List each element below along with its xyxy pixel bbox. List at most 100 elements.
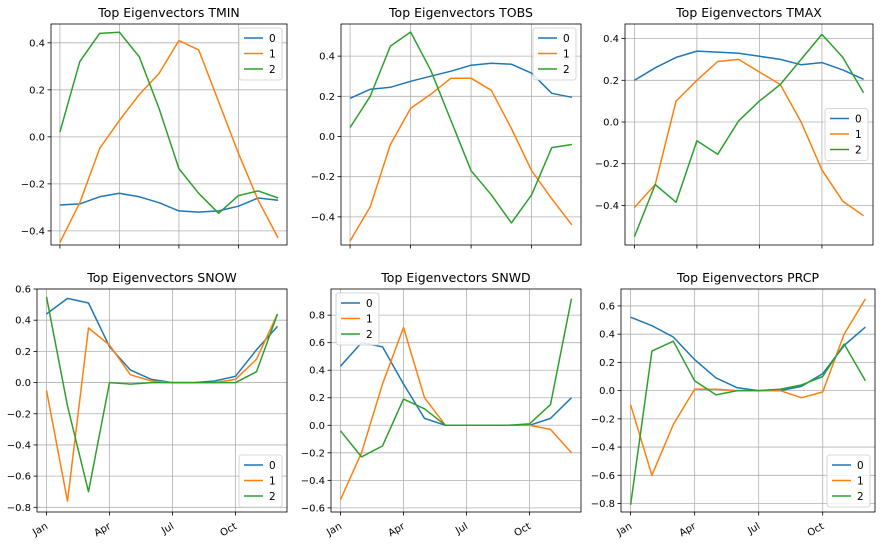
- x-tick-label: Oct: [806, 521, 827, 539]
- y-tick-label: −0.4: [595, 201, 619, 212]
- series-line-2: [339, 298, 573, 458]
- y-tick-label: 0.0: [309, 421, 325, 432]
- series-line-1: [349, 77, 573, 242]
- chart-title: Top Eigenvectors SNWD: [380, 270, 530, 285]
- y-tick-label: 0.4: [29, 38, 45, 49]
- y-tick-label: 0.4: [309, 366, 325, 377]
- x-tick-label: Apr: [92, 521, 113, 540]
- x-tick-label: Jul: [159, 521, 176, 537]
- y-tick-label: 0.0: [599, 386, 615, 397]
- y-tick-label: −0.2: [21, 179, 45, 190]
- y-tick-label: 0.4: [603, 34, 619, 45]
- y-tick-label: 0.2: [603, 76, 619, 87]
- subplot-1: −0.4 −0.2 0.0 0.2 0.4 Top Eigenvectors TMIN 0 1…: [21, 5, 288, 249]
- y-tick-label: −0.8: [591, 499, 615, 510]
- legend-label-0: 0: [366, 298, 373, 310]
- series-line-1: [45, 313, 279, 502]
- subplot-4: −0.8 −0.6 −0.4 −0.2 0.0 0.2 0.4 0.6 Jan Apr Jul Oct…: [7, 270, 288, 540]
- series-line-0: [634, 50, 864, 81]
- x-tick-label: Jan: [614, 521, 634, 539]
- series-line-2: [45, 296, 279, 493]
- y-tick-label: −0.2: [301, 448, 325, 459]
- x-tick-label: Jan: [324, 521, 344, 539]
- y-tick-label: 0.0: [29, 132, 45, 143]
- legend-label-0: 0: [563, 33, 570, 45]
- legend-label-1: 1: [269, 476, 276, 488]
- y-tick-label: 0.4: [319, 52, 335, 63]
- y-tick-label: 0.2: [29, 85, 45, 96]
- y-tick-label: −0.4: [591, 443, 615, 454]
- legend-label-2: 2: [857, 491, 864, 503]
- chart-title: Top Eigenvectors TMIN: [97, 5, 240, 20]
- legend-label-1: 1: [855, 129, 862, 141]
- y-tick-label: −0.6: [301, 503, 325, 514]
- legend: 0 1 2: [532, 27, 577, 81]
- legend-label-1: 1: [366, 314, 373, 326]
- y-tick-label: −0.4: [301, 476, 325, 487]
- subplot-2: −0.4 −0.2 0.0 0.2 0.4 Top Eigenvectors TOBS 0 1…: [311, 5, 582, 249]
- series-line-1: [339, 326, 573, 500]
- legend-label-0: 0: [269, 33, 276, 45]
- axes-frame: [624, 23, 874, 246]
- chart-title: Top Eigenvectors TOBS: [388, 5, 533, 20]
- legend-label-2: 2: [855, 145, 862, 157]
- y-tick-label: 0.8: [309, 311, 325, 322]
- axes-frame: [340, 23, 582, 246]
- axes-frame: [330, 288, 582, 513]
- legend-label-1: 1: [269, 49, 276, 61]
- y-tick-label: 0.2: [319, 92, 335, 103]
- y-tick-label: 0.4: [599, 330, 615, 341]
- x-tick-label: Oct: [513, 521, 534, 539]
- y-tick-label: −0.2: [7, 409, 31, 420]
- legend: 0 1 2: [238, 454, 283, 508]
- series-line-0: [630, 316, 866, 392]
- y-tick-label: −0.4: [311, 212, 335, 223]
- series-line-2: [633, 33, 865, 237]
- legend-label-2: 2: [269, 64, 276, 76]
- legend-label-1: 1: [857, 476, 864, 488]
- legend-label-2: 2: [269, 491, 276, 503]
- x-tick-label: Apr: [386, 521, 407, 540]
- y-tick-label: −0.2: [311, 172, 335, 183]
- legend: 0 1 2: [826, 454, 871, 508]
- legend-label-0: 0: [857, 460, 864, 472]
- legend-label-0: 0: [269, 460, 276, 472]
- chart-title: Top Eigenvectors SNOW: [86, 270, 237, 285]
- axes-frame: [50, 23, 288, 246]
- y-tick-label: −0.6: [591, 471, 615, 482]
- series-line-0: [46, 297, 279, 384]
- y-tick-label: −0.8: [7, 503, 31, 514]
- x-tick-label: Jul: [453, 521, 470, 537]
- chart-title: Top Eigenvectors TMAX: [675, 5, 822, 20]
- series-line-1: [629, 298, 867, 477]
- legend: 0 1 2: [238, 27, 283, 81]
- series-line-0: [339, 341, 573, 427]
- y-tick-label: 0.0: [603, 117, 619, 128]
- axes-frame: [36, 288, 288, 513]
- legend: 0 1 2: [335, 292, 380, 346]
- y-tick-label: 0.6: [309, 338, 325, 349]
- y-tick-label: 0.0: [319, 132, 335, 143]
- y-tick-label: 0.6: [599, 301, 615, 312]
- subplot-5: −0.6 −0.4 −0.2 0.0 0.2 0.4 0.6 0.8 Jan Apr Jul Oct T…: [301, 270, 582, 540]
- legend-label-2: 2: [563, 64, 570, 76]
- y-tick-label: −0.6: [7, 472, 31, 483]
- x-tick-label: Oct: [219, 521, 240, 539]
- series-line-1: [633, 58, 865, 217]
- x-tick-label: Jul: [745, 521, 762, 537]
- y-tick-label: −0.4: [7, 440, 31, 451]
- series-line-2: [629, 340, 867, 506]
- y-tick-label: 0.2: [599, 358, 615, 369]
- y-tick-label: 0.0: [15, 378, 31, 389]
- chart-title: Top Eigenvectors PRCP: [676, 270, 819, 285]
- y-tick-label: 0.6: [15, 285, 31, 296]
- series-line-2: [59, 31, 279, 215]
- y-tick-label: −0.2: [591, 414, 615, 425]
- series-line-2: [349, 31, 573, 224]
- y-tick-label: 0.2: [15, 347, 31, 358]
- legend-label-1: 1: [563, 49, 570, 61]
- subplot-3: −0.4 −0.2 0.0 0.2 0.4 Top Eigenvectors TMAX 0 1…: [595, 5, 874, 249]
- legend-label-2: 2: [366, 329, 373, 341]
- axes-frame: [620, 288, 876, 513]
